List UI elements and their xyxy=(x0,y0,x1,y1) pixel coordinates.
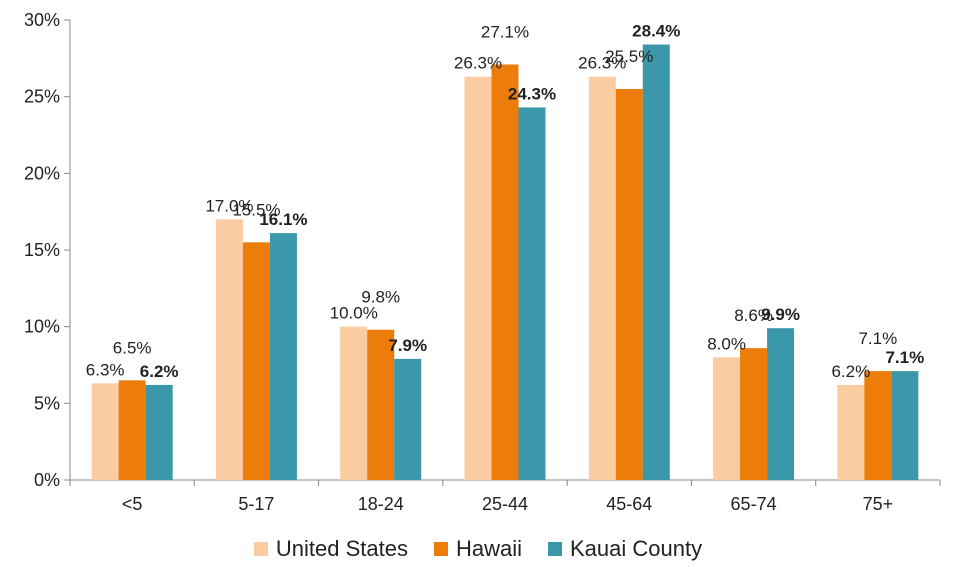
y-tick-label: 30% xyxy=(24,10,60,30)
y-tick-label: 20% xyxy=(24,163,60,183)
bar xyxy=(713,357,741,480)
bar xyxy=(367,329,395,480)
bar xyxy=(91,383,119,480)
data-label: 8.6% xyxy=(734,306,773,325)
legend-item: United States xyxy=(253,536,408,562)
y-tick-label: 5% xyxy=(34,393,60,413)
data-label: 6.5% xyxy=(113,338,152,357)
data-label: 6.3% xyxy=(86,360,125,379)
y-tick-label: 15% xyxy=(24,240,60,260)
bar xyxy=(588,76,616,480)
bar xyxy=(615,89,643,480)
data-label: 16.1% xyxy=(259,210,307,229)
data-label: 27.1% xyxy=(481,22,529,41)
bar xyxy=(864,371,892,480)
data-label: 7.1% xyxy=(858,329,897,348)
bar xyxy=(740,348,768,480)
data-label: 8.0% xyxy=(707,334,746,353)
data-label: 26.3% xyxy=(454,54,502,73)
y-tick-label: 25% xyxy=(24,87,60,107)
data-label: 24.3% xyxy=(508,84,556,103)
x-tick-label: 5-17 xyxy=(238,494,274,514)
legend-label: Kauai County xyxy=(570,536,703,561)
data-label: 26.3% xyxy=(578,54,626,73)
data-label: 15.5% xyxy=(232,200,280,219)
bar xyxy=(145,384,173,480)
bar xyxy=(767,328,795,480)
legend-label: Hawaii xyxy=(455,536,522,561)
bar xyxy=(518,107,546,481)
legend-item: Kauai County xyxy=(548,536,702,562)
bar-chart: 0% 5% 10% 15% 20% 25% 30% 6.3% 6.5% 6.2% <5 17.0%15… xyxy=(24,10,941,514)
x-tick-label: 65-74 xyxy=(731,494,777,514)
y-tick-label: 10% xyxy=(24,317,60,337)
x-tick-label: 75+ xyxy=(863,494,894,514)
bar xyxy=(464,76,492,480)
bar xyxy=(642,44,670,481)
x-tick-label: <5 xyxy=(122,494,143,514)
bar xyxy=(242,242,270,480)
data-label: 9.9% xyxy=(761,305,800,324)
x-tick-label: 18-24 xyxy=(358,494,404,514)
legend-swatch xyxy=(433,542,448,556)
data-label: 7.1% xyxy=(885,348,924,367)
bar xyxy=(269,233,297,480)
data-label: 17.0% xyxy=(205,196,253,215)
bar xyxy=(340,326,368,480)
x-tick-label: 45-64 xyxy=(606,494,652,514)
bar xyxy=(491,64,519,480)
data-label: 6.2% xyxy=(140,362,179,381)
x-tick-label: 25-44 xyxy=(482,494,528,514)
data-label: 9.8% xyxy=(361,288,400,307)
legend-swatch xyxy=(253,542,268,556)
bar xyxy=(837,384,865,480)
data-label: 6.2% xyxy=(831,362,870,381)
bar xyxy=(891,371,919,480)
bar xyxy=(215,219,243,481)
data-label: 25.5% xyxy=(605,47,653,66)
legend-item: Hawaii xyxy=(433,536,522,562)
data-label: 10.0% xyxy=(330,304,378,323)
legend-swatch xyxy=(548,542,562,556)
legend: United States Hawaii Kauai County xyxy=(0,536,956,562)
bar xyxy=(394,358,422,480)
legend-label: United States xyxy=(275,536,408,561)
bar xyxy=(118,380,146,480)
y-tick-label: 0% xyxy=(34,470,60,490)
data-label: 28.4% xyxy=(632,22,680,41)
data-label: 7.9% xyxy=(388,336,427,355)
